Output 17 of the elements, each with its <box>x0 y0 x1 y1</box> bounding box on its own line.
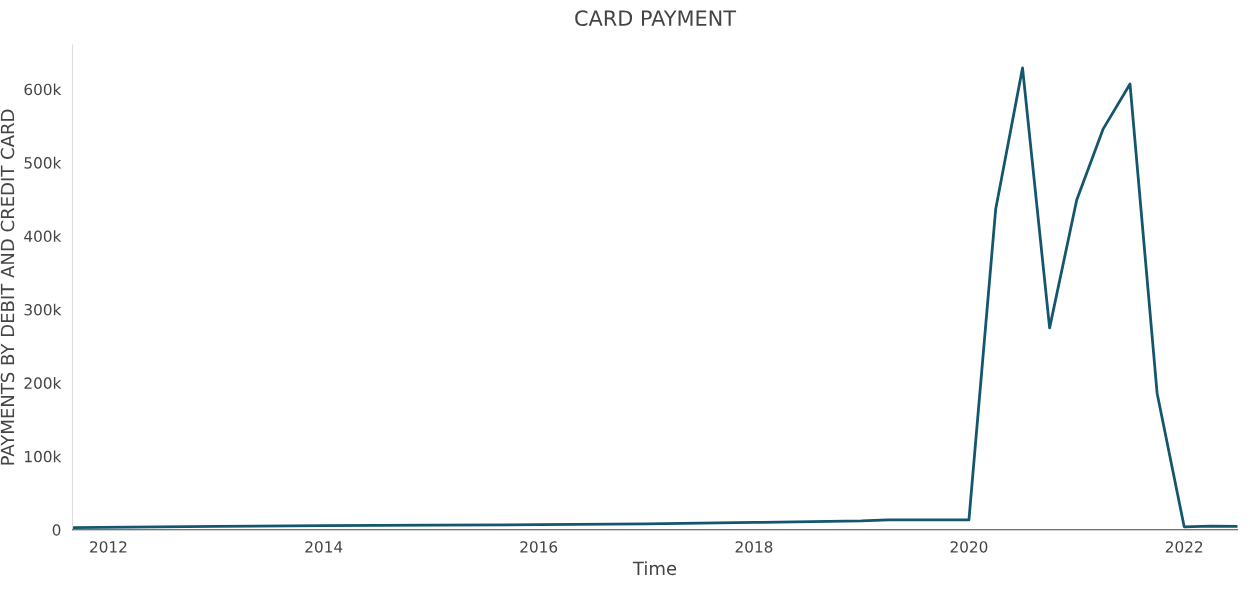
x-axis-title: Time <box>632 561 677 576</box>
x-tick-label: 2018 <box>735 541 773 553</box>
y-axis-title: PAYMENTS BY DEBIT AND CREDIT CARD <box>0 109 15 465</box>
x-tick-label: 2022 <box>1165 541 1203 553</box>
x-tick-label: 2016 <box>520 541 558 553</box>
y-tick-label: 600k <box>24 83 62 96</box>
x-tick-label: 2012 <box>90 541 127 553</box>
chart-title: CARD PAYMENT <box>575 10 737 26</box>
y-tick-label: 500k <box>24 156 62 169</box>
x-tick-label: 2014 <box>305 541 343 553</box>
x-tick-label: 2020 <box>950 541 988 553</box>
y-tick-label: 300k <box>24 303 62 316</box>
y-tick-label: 0 <box>52 524 61 536</box>
y-tick-label: 100k <box>25 450 62 463</box>
line-series <box>72 66 1238 529</box>
y-tick-label: 200k <box>24 377 62 389</box>
y-tick-label: 400k <box>24 230 62 243</box>
